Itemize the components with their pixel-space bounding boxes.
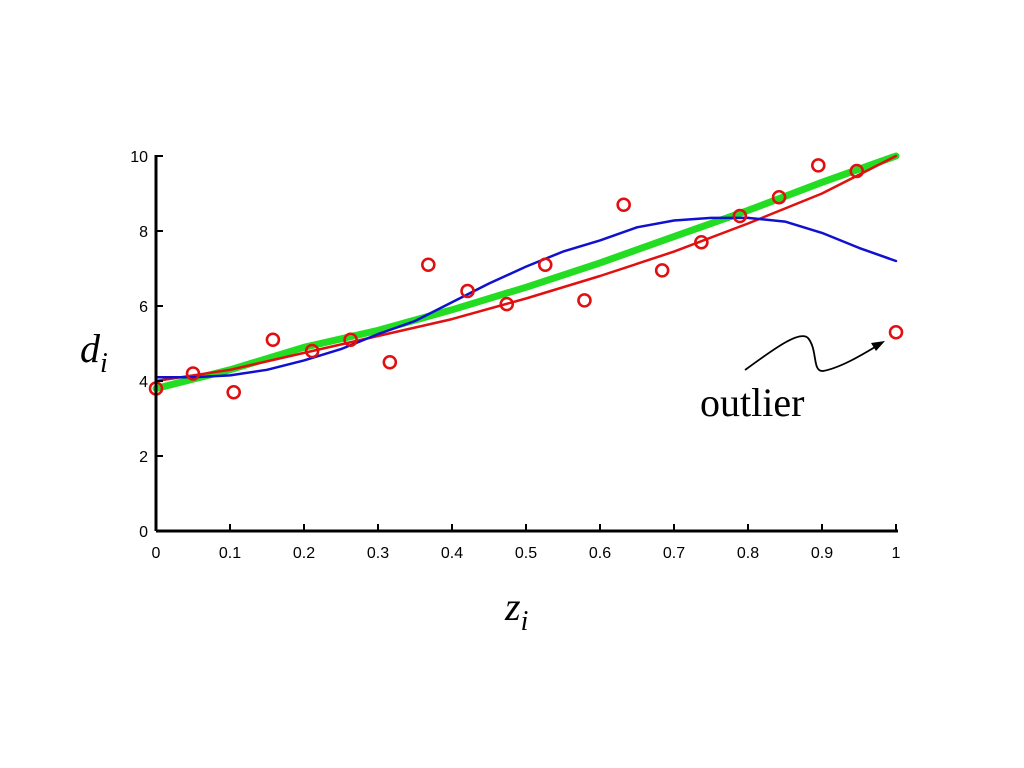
y-axis-title-subscript: i [100,348,108,379]
plot-area [148,152,904,400]
data-point [382,354,398,370]
outlier-annotation: outlier [700,335,885,425]
data-point [616,197,631,213]
x-tick-label: 0.2 [293,545,315,562]
data-point [499,296,515,312]
data-point [888,324,904,340]
data-point [810,158,826,173]
x-tick-label: 0.9 [811,545,833,562]
x-tick-label: 0.3 [367,545,389,562]
y-tick-label: 6 [139,299,148,316]
x-tick-label: 0.4 [441,545,463,562]
data-point [226,384,241,400]
data-point [694,234,709,250]
outlier-arrow-head [871,341,885,351]
x-tick-label: 0.7 [663,545,685,562]
y-tick-label: 10 [130,149,148,166]
series-line-1 [152,152,900,392]
x-tick-label: 0.8 [737,545,759,562]
data-point [732,208,748,224]
data-point [185,366,201,381]
data-point [343,332,358,348]
outlier-arrow-curve [744,335,881,372]
data-point [654,263,670,278]
x-axis-title: zi [504,584,528,637]
x-tick-label: 0.1 [219,545,241,562]
x-tick-label: 0 [152,545,161,562]
series-line-3 [154,216,898,379]
data-point [421,257,436,273]
x-tick-label: 1 [892,545,901,562]
series-line-2 [154,154,898,383]
x-axis-title-subscript: i [521,606,529,637]
data-point [771,189,787,205]
data-point [460,283,475,299]
y-tick-label: 8 [139,224,148,241]
outlier-label: outlier [700,380,804,425]
y-tick-label: 0 [139,524,148,541]
y-tick-label: 4 [139,374,148,391]
y-tick-label: 2 [139,449,148,466]
data-point [849,163,865,179]
data-point [304,343,320,359]
data-point [265,332,281,348]
x-tick-label: 0.5 [515,545,537,562]
x-tick-label: 0.6 [589,545,611,562]
data-point [577,293,592,308]
y-axis-title: di [80,326,108,379]
data-point [537,257,553,273]
